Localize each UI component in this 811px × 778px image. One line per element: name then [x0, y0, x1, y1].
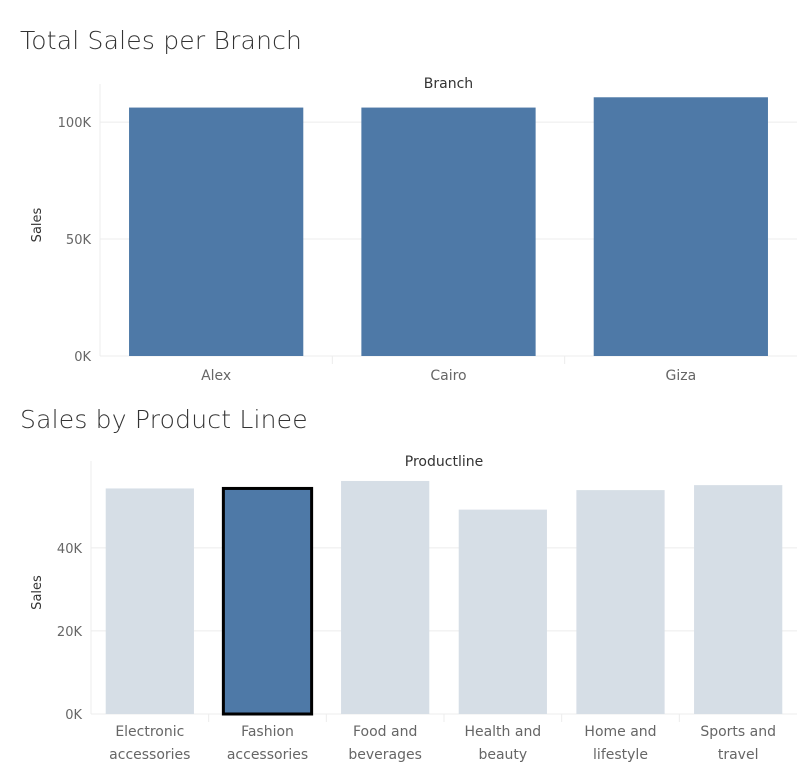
y-tick-label: 40K: [57, 542, 83, 557]
x-tick-label: Alex: [201, 368, 231, 384]
bar: [341, 480, 430, 714]
x-tick-label: Cairo: [430, 368, 466, 384]
y-tick-label: 100K: [58, 116, 92, 131]
x-tick-label: Fashion: [241, 724, 294, 740]
x-tick-label: Sports and: [700, 724, 776, 740]
x-tick-label: Health and: [464, 724, 541, 740]
x-tick-label: Electronic: [115, 724, 184, 740]
bar: [105, 488, 194, 714]
x-tick-label: Home and: [584, 724, 656, 740]
chart-header: Branch: [424, 76, 473, 92]
y-axis-title: Sales: [30, 575, 45, 610]
chart-header: Productline: [405, 454, 483, 470]
bar: [221, 486, 314, 716]
x-tick-label: lifestyle: [593, 747, 648, 763]
y-tick-label: 20K: [57, 625, 83, 640]
bar: [576, 490, 665, 714]
bar: [593, 97, 768, 357]
y-tick-label: 0K: [74, 350, 91, 365]
x-tick-label: accessories: [227, 747, 308, 763]
y-axis-title: Sales: [30, 207, 45, 242]
bar: [361, 107, 536, 356]
x-tick-label: beauty: [478, 747, 527, 763]
bar: [458, 509, 547, 714]
x-tick-label: travel: [718, 747, 759, 763]
x-tick-label: accessories: [109, 747, 190, 763]
product-chart-title: Sales by Product Linee: [20, 405, 308, 434]
y-tick-label: 0K: [65, 708, 82, 723]
branch-chart-title: Total Sales per Branch: [20, 26, 303, 55]
x-tick-label: Food and: [353, 724, 417, 740]
bar: [694, 485, 783, 714]
x-tick-label: Giza: [665, 368, 696, 384]
x-tick-label: beverages: [348, 747, 422, 763]
bar: [129, 107, 304, 356]
y-tick-label: 50K: [66, 233, 92, 248]
